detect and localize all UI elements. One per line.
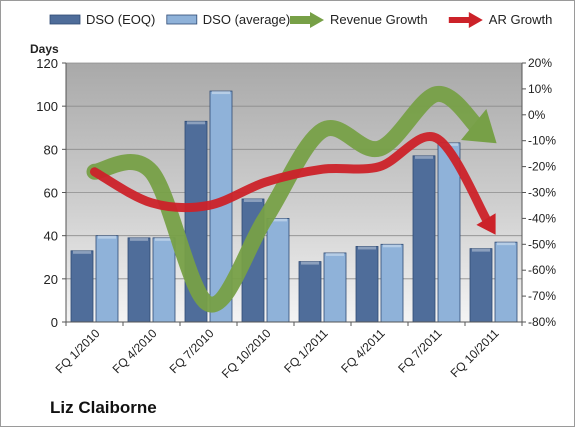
bar-dso-eoq <box>127 237 151 323</box>
y2-tick-label: -10% <box>528 134 556 148</box>
y2-tick-label: 0% <box>528 108 546 122</box>
growth-lines <box>86 86 497 313</box>
y-tick-label: 80 <box>44 142 58 157</box>
bar-highlight <box>187 121 205 125</box>
legend-swatch <box>166 14 198 25</box>
bar-highlight <box>358 246 376 250</box>
bar-dso-eoq <box>70 250 94 323</box>
bar-dso-eoq <box>469 248 493 323</box>
bar-dso-eoq <box>412 155 436 323</box>
bar-dso-eoq <box>355 246 379 323</box>
bar-dso-average <box>380 243 404 323</box>
bar-highlight <box>155 237 173 241</box>
bar-dso-average <box>494 241 518 323</box>
legend-label: AR Growth <box>489 12 553 27</box>
y2-tick-label: -70% <box>528 289 556 303</box>
legend-label: Revenue Growth <box>330 12 428 27</box>
bar-dso-eoq <box>298 261 322 323</box>
y-axis-title: Days <box>30 42 59 56</box>
bar-highlight <box>244 198 262 202</box>
bar-highlight <box>415 155 433 159</box>
bar-highlight <box>73 250 91 254</box>
bar-highlight <box>269 218 287 222</box>
bar-highlight <box>497 242 515 246</box>
legend: DSO (EOQ) DSO (average) Revenue Growth AR G… <box>49 12 553 28</box>
legend-swatch-arrow <box>310 12 324 28</box>
y-tick-label: 0 <box>51 315 58 330</box>
bar-dso-average <box>323 252 347 323</box>
y-tick-label: 100 <box>36 99 58 114</box>
bar-dso-average <box>266 217 290 323</box>
y2-tick-label: -30% <box>528 186 556 200</box>
y2-tick-label: -80% <box>528 315 556 329</box>
bar-highlight <box>301 261 319 265</box>
legend-swatch <box>49 14 81 25</box>
bar-highlight <box>130 237 148 241</box>
y-tick-label: 40 <box>44 229 58 244</box>
revenue-growth-line <box>86 86 487 313</box>
y-tick-label: 20 <box>44 272 58 287</box>
y2-tick-label: 10% <box>528 82 552 96</box>
bar-dso-average <box>95 235 119 323</box>
legend-label: DSO (EOQ) <box>86 12 155 27</box>
ar-growth-line-arrowhead <box>476 213 496 235</box>
y2-tick-label: -60% <box>528 263 556 277</box>
y2-tick-label: 20% <box>528 56 552 70</box>
ar-growth-line <box>90 132 493 227</box>
revenue-growth-line-arrowhead <box>461 109 497 144</box>
legend-label: DSO (average) <box>203 12 290 27</box>
y2-tick-label: -50% <box>528 237 556 251</box>
bar-highlight <box>98 235 116 239</box>
company-name: Liz Claiborne <box>50 398 157 417</box>
legend-swatch-arrow <box>468 12 483 28</box>
y-tick-label: 60 <box>44 186 58 201</box>
bars <box>70 90 518 323</box>
y2-tick-label: -40% <box>528 211 556 225</box>
bar-highlight <box>326 252 344 256</box>
y2-tick-label: -20% <box>528 160 556 174</box>
y-tick-label: 120 <box>36 56 58 71</box>
bar-highlight <box>212 91 230 95</box>
bar-highlight <box>472 248 490 252</box>
bar-highlight <box>383 244 401 248</box>
bar-dso-average <box>152 237 176 323</box>
